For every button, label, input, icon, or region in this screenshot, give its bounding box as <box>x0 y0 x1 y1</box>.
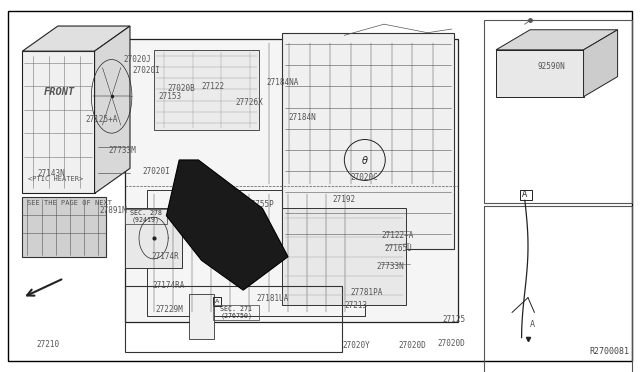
Text: 27184NA: 27184NA <box>266 78 299 87</box>
Text: SEC. 271
(276750): SEC. 271 (276750) <box>220 306 252 319</box>
Polygon shape <box>95 26 130 193</box>
Text: 27122+A: 27122+A <box>381 231 414 240</box>
Text: SEC. 278
(92419): SEC. 278 (92419) <box>130 210 162 223</box>
Bar <box>154 50 259 130</box>
Polygon shape <box>166 160 288 290</box>
Text: 27174R: 27174R <box>152 252 179 261</box>
Bar <box>213 297 221 306</box>
Bar <box>484 20 632 203</box>
Text: 27229M: 27229M <box>156 305 183 314</box>
Text: 27153: 27153 <box>158 92 181 101</box>
Text: 27020D: 27020D <box>437 339 465 347</box>
Text: FRONT: FRONT <box>44 87 76 97</box>
Text: 27020Y: 27020Y <box>342 341 370 350</box>
Text: 27213: 27213 <box>344 301 367 310</box>
Text: 27185U: 27185U <box>239 233 267 242</box>
Text: 92590N: 92590N <box>538 62 565 71</box>
Text: 27210: 27210 <box>36 340 60 349</box>
Text: 27891M: 27891M <box>99 206 127 215</box>
Text: 27020D: 27020D <box>398 341 426 350</box>
Text: <PTIC HEATER>: <PTIC HEATER> <box>28 176 83 182</box>
Text: A: A <box>522 190 527 199</box>
Text: 27733N: 27733N <box>376 262 404 271</box>
Text: 27755P: 27755P <box>246 200 274 209</box>
Text: 27174RA: 27174RA <box>152 281 185 290</box>
Bar <box>125 286 342 352</box>
Text: 27125: 27125 <box>443 315 466 324</box>
Polygon shape <box>22 51 95 193</box>
Bar <box>125 209 167 224</box>
Bar <box>189 294 214 339</box>
Text: 27781PA: 27781PA <box>351 288 383 296</box>
Text: SEC. 271: SEC. 271 <box>196 241 230 247</box>
Bar <box>125 208 182 268</box>
Text: 27184N: 27184N <box>288 113 316 122</box>
Bar <box>147 190 365 316</box>
Polygon shape <box>125 39 458 322</box>
Bar <box>484 206 632 372</box>
Text: 27122: 27122 <box>202 82 225 91</box>
Bar <box>520 190 532 200</box>
Text: 27125+A: 27125+A <box>85 115 118 124</box>
Polygon shape <box>496 50 584 97</box>
Text: R2700081: R2700081 <box>590 347 630 356</box>
Text: 27143N: 27143N <box>38 169 65 177</box>
Text: A: A <box>215 299 219 304</box>
Text: SEE THE PAGE OF NEXT: SEE THE PAGE OF NEXT <box>27 200 112 206</box>
Text: $\theta$: $\theta$ <box>361 154 369 166</box>
Polygon shape <box>496 30 618 50</box>
Text: 27020B: 27020B <box>168 84 195 93</box>
Text: 27181UA: 27181UA <box>256 294 289 303</box>
Text: 27020C: 27020C <box>350 173 378 182</box>
Text: 27733M: 27733M <box>109 146 136 155</box>
Bar <box>282 33 454 249</box>
Bar <box>22 197 106 257</box>
Text: 27020I: 27020I <box>142 167 170 176</box>
Text: 27165U: 27165U <box>384 244 412 253</box>
Bar <box>213 305 259 320</box>
Bar <box>282 208 406 305</box>
Text: 27020J: 27020J <box>124 55 151 64</box>
Polygon shape <box>584 30 618 97</box>
Text: 27192: 27192 <box>332 195 355 203</box>
Polygon shape <box>22 26 130 51</box>
Text: 27020I: 27020I <box>132 66 160 75</box>
Text: A: A <box>530 320 535 329</box>
Text: 27726X: 27726X <box>236 98 263 107</box>
